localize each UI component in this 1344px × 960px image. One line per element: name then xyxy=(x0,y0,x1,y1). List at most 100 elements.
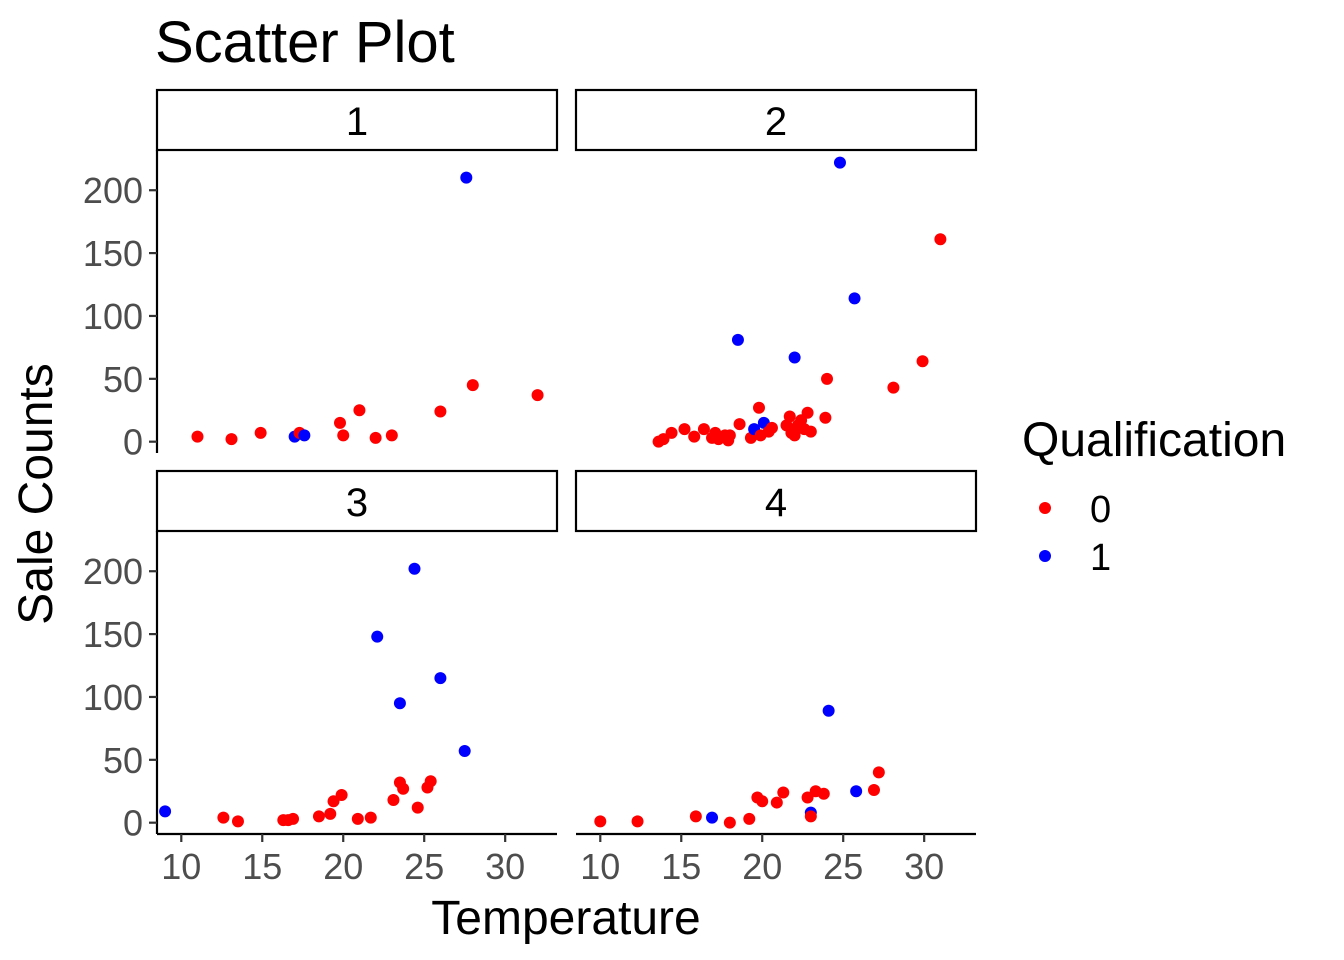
y-tick-label: 50 xyxy=(103,740,143,781)
data-point xyxy=(337,429,350,442)
data-point xyxy=(225,433,238,446)
y-tick-label: 0 xyxy=(123,422,143,463)
data-point xyxy=(887,381,900,394)
facet-strip xyxy=(155,88,559,152)
legend-entries: 01 xyxy=(1039,489,1111,579)
legend-label: 0 xyxy=(1090,489,1111,531)
data-point xyxy=(934,233,947,246)
data-point xyxy=(411,801,424,814)
data-point xyxy=(733,418,746,431)
data-point xyxy=(397,782,410,795)
data-point xyxy=(783,410,796,423)
data-point xyxy=(688,430,701,443)
data-point xyxy=(594,815,607,828)
facet-panel-1: 1 0 50 100 150 200 xyxy=(83,88,559,463)
data-point xyxy=(706,811,719,824)
data-point xyxy=(752,401,765,414)
data-point xyxy=(159,805,172,818)
facet-panel-2: 2 xyxy=(574,88,978,448)
x-tick-label: 30 xyxy=(485,846,525,887)
data-point xyxy=(804,810,817,823)
x-tick-label: 10 xyxy=(580,846,620,887)
data-point xyxy=(788,429,801,442)
data-point xyxy=(665,426,678,439)
facet-strip-label: 2 xyxy=(765,100,787,144)
data-point xyxy=(531,389,544,402)
data-point xyxy=(822,704,835,717)
data-point xyxy=(801,406,814,419)
facet-strip xyxy=(574,469,978,533)
data-point xyxy=(287,812,300,825)
chart-title: Scatter Plot xyxy=(155,10,455,75)
data-point xyxy=(324,807,337,820)
y-tick-label: 100 xyxy=(83,677,143,718)
data-point xyxy=(327,795,340,808)
facet-strip-label: 3 xyxy=(346,481,368,525)
x-tick-label: 10 xyxy=(161,846,201,887)
data-point xyxy=(191,430,204,443)
data-point xyxy=(369,431,382,444)
data-point xyxy=(804,425,817,438)
y-tick-label: 50 xyxy=(103,359,143,400)
data-point xyxy=(424,775,437,788)
data-point xyxy=(371,630,384,643)
facet-panel-4: 4 10 15 20 25 30 xyxy=(574,469,978,887)
data-point xyxy=(678,423,691,436)
legend-key xyxy=(1039,550,1051,562)
data-point xyxy=(770,796,783,809)
data-point xyxy=(916,355,929,368)
x-tick-label: 15 xyxy=(242,846,282,887)
data-point xyxy=(631,815,644,828)
data-point xyxy=(460,171,473,184)
data-point xyxy=(723,429,736,442)
y-tick-label: 200 xyxy=(83,170,143,211)
x-tick-label: 25 xyxy=(404,846,444,887)
data-point xyxy=(848,292,861,305)
facet-strip-label: 1 xyxy=(346,100,368,144)
x-tick-label: 15 xyxy=(661,846,701,887)
data-point xyxy=(466,379,479,392)
data-point xyxy=(788,351,801,364)
y-tick-label: 100 xyxy=(83,296,143,337)
facet-strip xyxy=(574,88,978,152)
data-point xyxy=(434,405,447,418)
y-tick-label: 150 xyxy=(83,233,143,274)
legend-label: 1 xyxy=(1090,537,1111,579)
data-point xyxy=(351,812,364,825)
data-point xyxy=(385,429,398,442)
data-point xyxy=(335,789,348,802)
data-point xyxy=(312,810,325,823)
y-axis-title: Sale Counts xyxy=(10,363,63,625)
data-point xyxy=(731,333,744,346)
x-axis-title: Temperature xyxy=(431,892,700,945)
data-point xyxy=(819,411,832,424)
data-point xyxy=(689,810,702,823)
data-point xyxy=(777,786,790,799)
data-point xyxy=(765,421,778,434)
data-point xyxy=(217,811,230,824)
data-point xyxy=(833,156,846,169)
data-point xyxy=(801,791,814,804)
data-point xyxy=(458,745,471,758)
data-point xyxy=(657,433,670,446)
y-tick-label: 150 xyxy=(83,614,143,655)
legend-key xyxy=(1039,502,1051,514)
data-point xyxy=(434,672,447,685)
data-point xyxy=(353,404,366,417)
data-point xyxy=(231,815,244,828)
data-point xyxy=(387,794,400,807)
data-point xyxy=(298,429,311,442)
y-tick-label: 0 xyxy=(123,803,143,844)
legend-title: Qualification xyxy=(1022,414,1286,467)
facet-strip-label: 4 xyxy=(765,481,787,525)
data-point xyxy=(254,426,267,439)
data-point xyxy=(821,372,834,385)
facet-strip xyxy=(155,469,559,533)
y-tick-label: 200 xyxy=(83,551,143,592)
legend: Qualification 01 xyxy=(1022,414,1286,579)
x-tick-label: 20 xyxy=(323,846,363,887)
data-point xyxy=(756,795,769,808)
